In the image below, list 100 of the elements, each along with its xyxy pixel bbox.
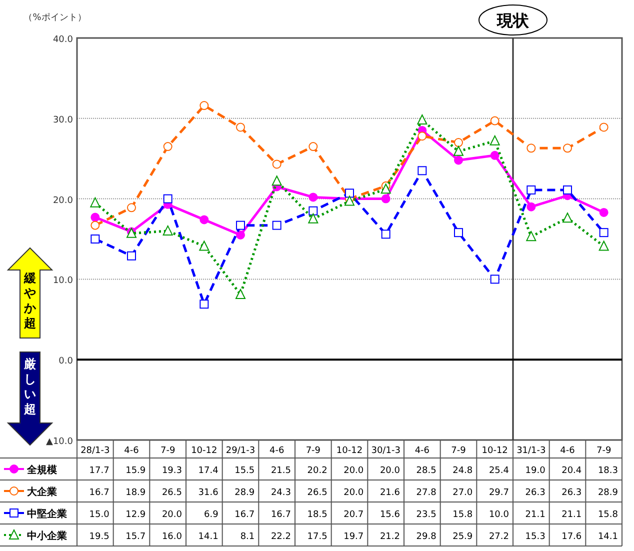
- point: [308, 142, 318, 152]
- data-label: 25.9: [452, 532, 473, 542]
- point: [127, 203, 136, 212]
- y-tick-label: ▲10.0: [46, 437, 74, 447]
- data-label: 14.1: [598, 532, 618, 542]
- point: [599, 122, 608, 132]
- x-tick-label: 29/1-3: [226, 446, 256, 456]
- data-label: 20.0: [162, 510, 182, 520]
- x-tick-label: 4-6: [560, 446, 576, 456]
- point: [308, 192, 318, 202]
- data-label: 17.4: [198, 466, 219, 476]
- x-tick-label: 7-9: [451, 446, 466, 456]
- data-label: 24.3: [270, 488, 291, 498]
- text: 厳しい超: [23, 357, 37, 416]
- point: [345, 188, 354, 198]
- legend-label: 大企業: [26, 486, 57, 498]
- point: [454, 156, 463, 165]
- data-label: 26.3: [562, 488, 582, 498]
- point: [526, 185, 536, 194]
- data-label: 16.0: [162, 532, 182, 542]
- data-label: 10.0: [488, 510, 510, 520]
- data-label: 15.6: [380, 510, 400, 520]
- data-label: 27.8: [416, 488, 437, 498]
- data-label: 28.9: [598, 488, 618, 498]
- data-label: 16.7: [89, 488, 110, 498]
- data-label: 21.1: [525, 510, 546, 520]
- data-label: 15.5: [234, 466, 255, 476]
- data-label: 26.5: [162, 488, 182, 498]
- x-tick-label: 10-12: [336, 446, 363, 456]
- point: [236, 230, 245, 240]
- point: [200, 215, 209, 224]
- point: [90, 220, 100, 230]
- point: [526, 202, 536, 212]
- data-label: 15.0: [89, 510, 110, 520]
- point: [526, 144, 536, 153]
- data-label: 19.7: [344, 532, 364, 542]
- y-tick-label: 20.0: [52, 196, 74, 206]
- x-tick-label: 31/1-3: [516, 446, 546, 456]
- data-label: 15.3: [525, 532, 546, 542]
- point: [200, 300, 209, 309]
- point: [236, 122, 245, 132]
- point: [598, 240, 609, 251]
- point: [163, 194, 172, 204]
- data-label: 21.6: [380, 488, 400, 498]
- x-tick-label: 4-6: [124, 446, 140, 456]
- data-label: 19.0: [525, 466, 546, 476]
- data-label: 19.5: [89, 532, 110, 542]
- data-label: 19.3: [162, 466, 182, 476]
- point: [272, 160, 282, 169]
- data-label: 26.3: [525, 488, 546, 498]
- data-label: 27.0: [452, 488, 473, 498]
- x-tick-label: 7-9: [160, 446, 176, 456]
- data-label: 15.8: [598, 510, 618, 520]
- y-tick-label: 10.0: [52, 276, 74, 286]
- data-label: 18.9: [126, 488, 146, 498]
- data-label: 15.9: [126, 466, 146, 476]
- ref-line-label: 現状: [496, 11, 530, 30]
- data-label: 17.7: [89, 466, 110, 476]
- data-label: 20.0: [344, 488, 364, 498]
- data-label: 6.9: [204, 510, 219, 520]
- data-label: 27.2: [488, 532, 509, 542]
- point: [127, 251, 136, 260]
- point: [418, 132, 427, 141]
- x-tick-label: 4-6: [414, 446, 430, 456]
- point: [562, 212, 572, 223]
- data-label: 18.5: [307, 510, 328, 520]
- data-label: 17.6: [562, 532, 582, 542]
- point: [454, 146, 464, 156]
- point: [90, 197, 100, 208]
- data-label: 20.4: [562, 466, 582, 476]
- point: [162, 225, 173, 236]
- point: [599, 208, 608, 217]
- data-label: 28.5: [416, 466, 436, 476]
- data-label: 20.7: [344, 510, 364, 520]
- point: [454, 138, 463, 148]
- legend-label: 中小企業: [27, 530, 67, 542]
- point: [418, 166, 427, 176]
- data-label: 29.8: [416, 532, 437, 542]
- legend-label: 中堅企業: [27, 508, 67, 520]
- y-axis-title: （%ポイント）: [24, 13, 86, 23]
- point: [272, 176, 282, 186]
- y-tick-label: 0.0: [58, 356, 74, 367]
- data-label: 28.9: [234, 488, 255, 498]
- x-tick-label: 7-9: [306, 446, 321, 456]
- point: [490, 150, 500, 160]
- point: [272, 220, 282, 230]
- data-label: 21.5: [270, 466, 291, 476]
- point: [90, 212, 100, 222]
- point: [90, 234, 100, 244]
- data-label: 29.7: [488, 488, 509, 498]
- point: [200, 101, 209, 110]
- point: [490, 135, 500, 146]
- point: [199, 240, 210, 251]
- data-label: 17.5: [307, 532, 328, 542]
- data-label: 15.8: [452, 510, 473, 520]
- point: [526, 231, 536, 242]
- y-tick-label: 40.0: [52, 35, 74, 45]
- data-label: 26.5: [307, 488, 328, 498]
- point: [380, 184, 391, 194]
- point: [381, 230, 390, 239]
